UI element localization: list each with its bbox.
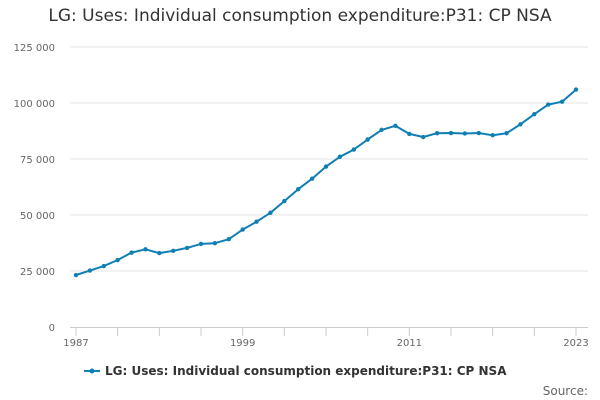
y-tick-label: 50 000	[20, 211, 55, 222]
x-tick-label: 2023	[563, 338, 588, 349]
data-point	[393, 123, 398, 129]
data-point	[282, 198, 287, 204]
y-axis-labels: 0 25 000 50 000 75 000 100 000 125 000	[14, 43, 55, 334]
data-point	[407, 131, 412, 137]
data-point	[129, 250, 134, 255]
data-point	[226, 236, 231, 242]
data-point	[490, 133, 495, 138]
data-point	[115, 257, 120, 263]
data-point	[268, 210, 273, 215]
data-point	[351, 147, 356, 152]
data-point	[254, 219, 259, 224]
legend[interactable]: LG: Uses: Individual consumption expendi…	[84, 364, 507, 378]
y-tick-label: 75 000	[20, 155, 55, 166]
data-point	[546, 102, 551, 107]
data-point	[448, 130, 454, 136]
data-point	[198, 241, 204, 247]
data-point	[323, 164, 329, 169]
x-axis-labels: 1987 1999 2011 2023	[63, 338, 588, 349]
data-point	[434, 131, 440, 136]
legend-symbol	[84, 368, 100, 374]
x-tick-label: 1999	[230, 338, 255, 349]
data-point	[240, 227, 245, 232]
data-point	[462, 131, 468, 136]
data-point	[157, 250, 162, 256]
chart-title: LG: Uses: Individual consumption expendi…	[48, 6, 552, 26]
data-point	[73, 272, 79, 278]
y-tick-label: 0	[49, 323, 55, 334]
x-tick-label: 2011	[397, 338, 422, 349]
data-point	[309, 176, 315, 181]
data-point	[532, 112, 537, 117]
series-layer	[73, 87, 579, 278]
data-point	[296, 187, 301, 192]
data-point	[143, 247, 148, 252]
data-point	[337, 154, 343, 159]
source-label: Source:	[542, 384, 588, 398]
grid-lines	[70, 46, 588, 272]
data-point	[87, 268, 93, 273]
data-point	[421, 134, 426, 140]
legend-label: LG: Uses: Individual consumption expendi…	[105, 364, 507, 378]
data-point	[379, 127, 384, 133]
data-point	[573, 87, 579, 92]
data-point	[559, 99, 565, 104]
y-tick-label: 100 000	[14, 99, 55, 110]
data-point	[212, 241, 218, 246]
x-axis	[70, 327, 588, 336]
data-point	[476, 130, 481, 136]
data-point	[171, 248, 176, 254]
data-point	[365, 137, 370, 142]
y-tick-label: 25 000	[20, 267, 55, 278]
data-point	[518, 122, 523, 127]
x-tick-label: 1987	[63, 338, 88, 349]
y-tick-label: 125 000	[14, 43, 55, 54]
series-line	[75, 88, 577, 276]
data-point	[101, 263, 106, 269]
data-point	[504, 131, 509, 136]
data-point	[184, 245, 190, 251]
